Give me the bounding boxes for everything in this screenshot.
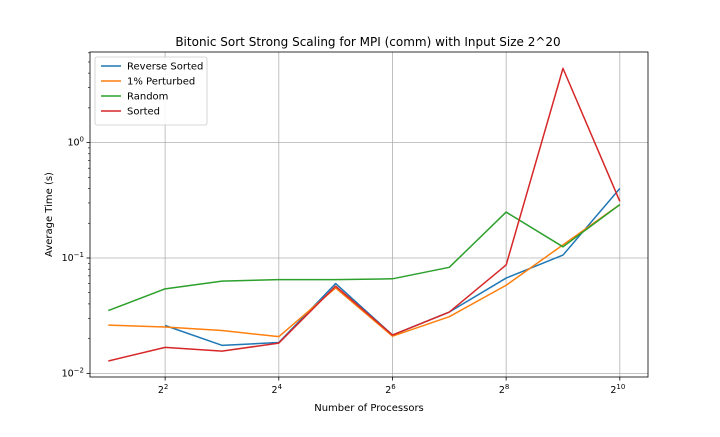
series-line-1-perturbed bbox=[108, 205, 620, 337]
y-axis-label: Average Time (s) bbox=[44, 172, 55, 257]
x-tick-label: 22 bbox=[158, 383, 169, 396]
legend: Reverse Sorted 1% Perturbed Random Sorted bbox=[95, 57, 207, 125]
chart-title: Bitonic Sort Strong Scaling for MPI (com… bbox=[175, 35, 560, 49]
x-axis-label: Number of Processors bbox=[314, 403, 424, 414]
x-tick-label: 28 bbox=[499, 383, 510, 396]
x-tick-label: 26 bbox=[385, 383, 396, 396]
legend-label: Random bbox=[127, 92, 168, 103]
legend-label: Reverse Sorted bbox=[127, 62, 203, 73]
legend-label: 1% Perturbed bbox=[127, 77, 195, 88]
y-tick-label: 10−1 bbox=[62, 251, 84, 264]
x-tick-label: 24 bbox=[272, 383, 283, 396]
x-axis-ticks: 22 24 26 28 210 bbox=[158, 377, 625, 396]
y-axis-ticks: 10−2 10−1 100 bbox=[62, 53, 90, 380]
x-tick-label: 210 bbox=[610, 383, 625, 396]
y-tick-label: 100 bbox=[67, 136, 84, 149]
legend-label: Sorted bbox=[127, 107, 160, 118]
y-tick-label: 10−2 bbox=[62, 366, 84, 379]
